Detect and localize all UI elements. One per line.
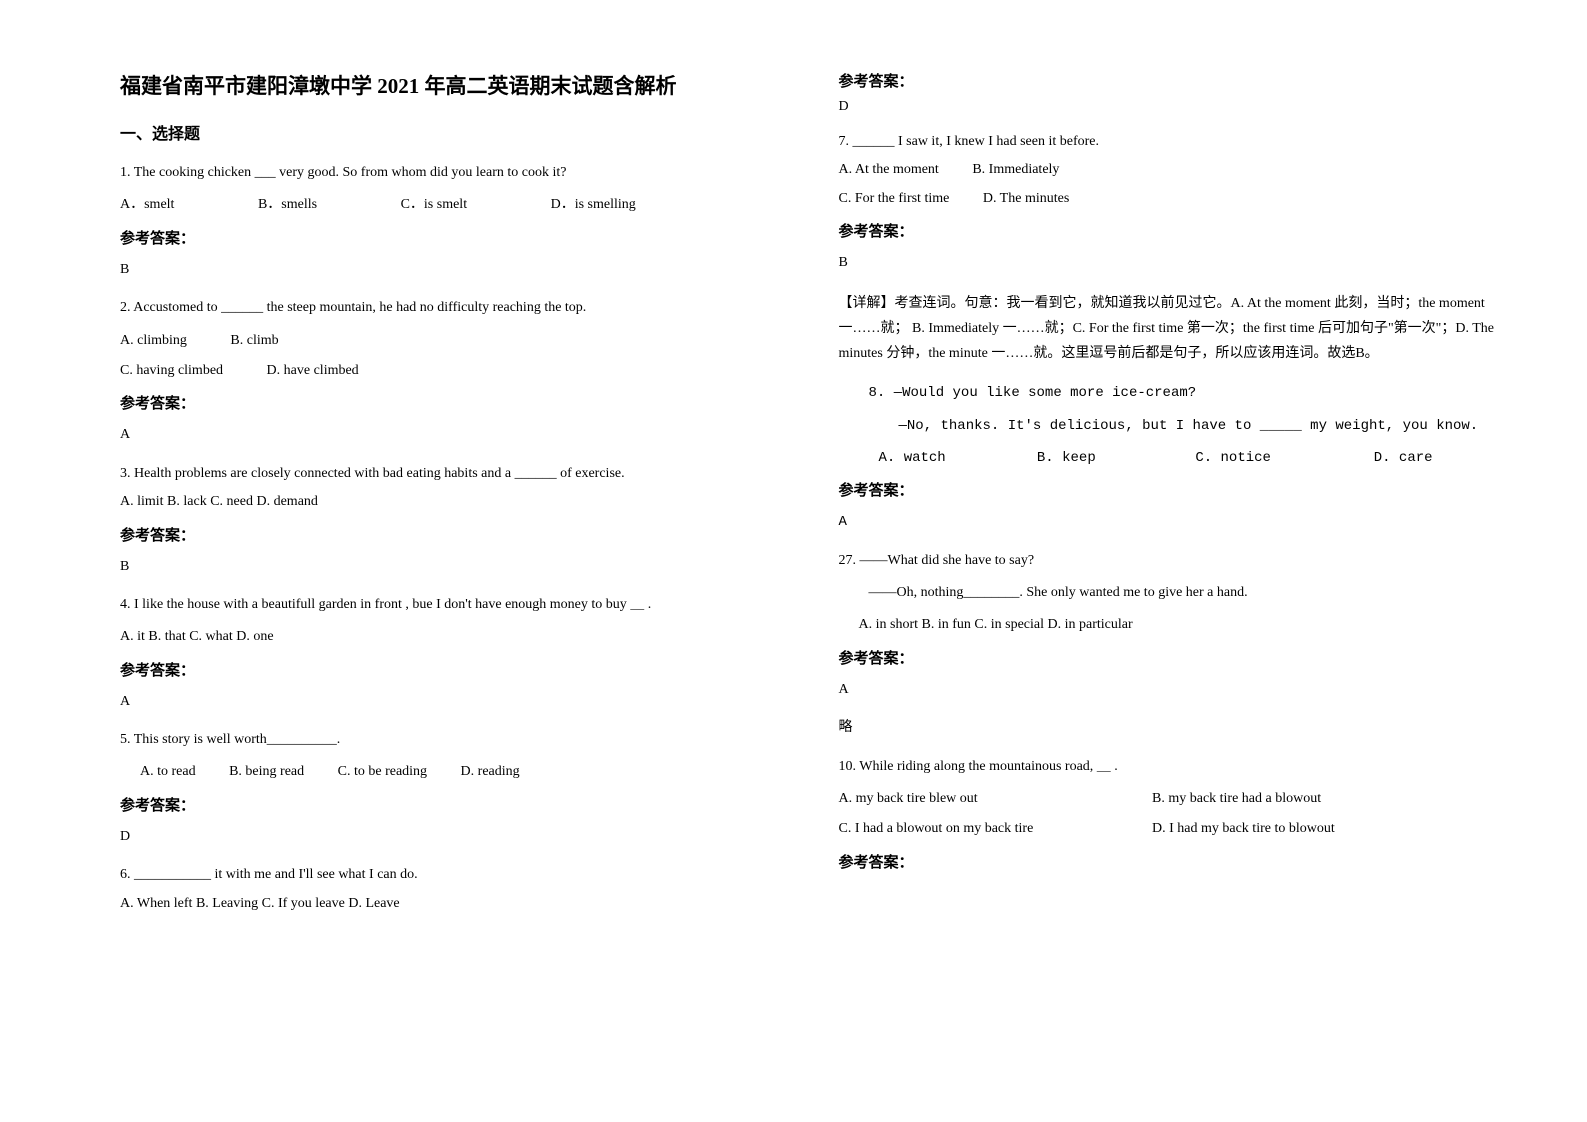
q8-opt-c: C. notice	[1195, 447, 1365, 469]
question-3: 3. Health problems are closely connected…	[120, 463, 799, 578]
answer-label: 参考答案：	[839, 70, 1518, 91]
question-8: 8. —Would you like some more ice-cream? …	[839, 382, 1518, 534]
q10-options-2: C. I had a blowout on my back tire D. I …	[839, 818, 1518, 840]
q5-options: A. to read B. being read C. to be readin…	[120, 761, 799, 783]
question-10: 10. While riding along the mountainous r…	[839, 756, 1518, 875]
q1-opt-c: C．is smelt	[401, 194, 468, 216]
document-title: 福建省南平市建阳漳墩中学 2021 年高二英语期末试题含解析	[120, 70, 799, 100]
right-column: 参考答案： D 7. ______ I saw it, I knew I had…	[819, 70, 1538, 1082]
q5-answer: D	[120, 826, 799, 848]
q2-text: 2. Accustomed to ______ the steep mounta…	[120, 297, 799, 319]
question-7: 7. ______ I saw it, I knew I had seen it…	[839, 131, 1518, 366]
q1-options: A．smelt B．smells C．is smelt D．is smellin…	[120, 194, 799, 216]
q27-text: 27. ——What did she have to say?	[839, 550, 1518, 572]
q4-text: 4. I like the house with a beautifull ga…	[120, 594, 799, 616]
q8-opt-b: B. keep	[1037, 447, 1187, 469]
answer-label: 参考答案：	[839, 851, 1518, 875]
q1-opt-a: A．smelt	[120, 194, 174, 216]
q8-answer: A	[839, 511, 1518, 533]
q8-text2: —No, thanks. It's delicious, but I have …	[839, 415, 1518, 437]
q5-opt-b: B. being read	[229, 761, 304, 783]
left-column: 福建省南平市建阳漳墩中学 2021 年高二英语期末试题含解析 一、选择题 1. …	[100, 70, 819, 1082]
q2-options-2: C. having climbed D. have climbed	[120, 360, 799, 382]
q27-extra: 略	[839, 717, 1518, 739]
q10-text: 10. While riding along the mountainous r…	[839, 756, 1518, 778]
q2-opt-a: A. climbing	[120, 330, 187, 352]
q2-options-1: A. climbing B. climb	[120, 330, 799, 352]
question-1: 1. The cooking chicken ___ very good. So…	[120, 162, 799, 281]
q7-text: 7. ______ I saw it, I knew I had seen it…	[839, 131, 1518, 153]
q4-answer: A	[120, 691, 799, 713]
section-header: 一、选择题	[120, 120, 799, 144]
answer-label: 参考答案：	[839, 647, 1518, 671]
q3-text: 3. Health problems are closely connected…	[120, 463, 799, 485]
question-5: 5. This story is well worth__________. A…	[120, 729, 799, 848]
q1-opt-d: D．is smelling	[551, 194, 636, 216]
q4-options: A. it B. that C. what D. one	[120, 626, 799, 648]
answer-label: 参考答案：	[120, 524, 799, 548]
q7-options-1: A. At the moment B. Immediately	[839, 159, 1518, 181]
q10-options-1: A. my back tire blew out B. my back tire…	[839, 788, 1518, 810]
q2-opt-b: B. climb	[230, 330, 278, 352]
q8-text: 8. —Would you like some more ice-cream?	[839, 382, 1518, 404]
q27-text2: ——Oh, nothing________. She only wanted m…	[839, 582, 1518, 604]
q27-options: A. in short B. in fun C. in special D. i…	[859, 614, 1518, 636]
q8-options: A. watch B. keep C. notice D. care	[839, 447, 1518, 469]
q5-opt-d: D. reading	[461, 761, 520, 783]
q10-opt-d: D. I had my back tire to blowout	[1152, 818, 1335, 840]
q3-answer: B	[120, 556, 799, 578]
q10-opt-c: C. I had a blowout on my back tire	[839, 818, 1109, 840]
answer-label: 参考答案：	[120, 227, 799, 251]
question-4: 4. I like the house with a beautifull ga…	[120, 594, 799, 713]
q5-text: 5. This story is well worth__________.	[120, 729, 799, 751]
q1-opt-b: B．smells	[258, 194, 317, 216]
q8-opt-a: A. watch	[879, 447, 1029, 469]
q7-explanation: 【详解】考查连词。句意：我一看到它，就知道我以前见过它。A. At the mo…	[839, 291, 1518, 367]
answer-label: 参考答案：	[120, 659, 799, 683]
q27-answer: A	[839, 679, 1518, 701]
question-27: 27. ——What did she have to say? ——Oh, no…	[839, 550, 1518, 740]
answer-label: 参考答案：	[839, 479, 1518, 503]
q1-text: 1. The cooking chicken ___ very good. So…	[120, 162, 799, 184]
q6-answer: D	[839, 99, 1518, 115]
q1-answer: B	[120, 259, 799, 281]
q7-options-2: C. For the first time D. The minutes	[839, 188, 1518, 210]
q5-opt-c: C. to be reading	[338, 761, 427, 783]
q7-opt-b: B. Immediately	[972, 159, 1059, 181]
q6-text: 6. ___________ it with me and I'll see w…	[120, 864, 799, 886]
q2-opt-c: C. having climbed	[120, 360, 223, 382]
answer-label: 参考答案：	[120, 794, 799, 818]
answer-label: 参考答案：	[839, 220, 1518, 244]
q5-opt-a: A. to read	[140, 761, 196, 783]
q7-opt-c: C. For the first time	[839, 188, 950, 210]
q7-opt-d: D. The minutes	[983, 188, 1069, 210]
q7-answer: B	[839, 252, 1518, 274]
question-6: 6. ___________ it with me and I'll see w…	[120, 864, 799, 915]
q8-opt-d: D. care	[1374, 450, 1433, 466]
q10-opt-a: A. my back tire blew out	[839, 788, 1109, 810]
q3-options: A. limit B. lack C. need D. demand	[120, 491, 799, 513]
answer-label: 参考答案：	[120, 392, 799, 416]
q2-answer: A	[120, 424, 799, 446]
question-2: 2. Accustomed to ______ the steep mounta…	[120, 297, 799, 447]
q2-opt-d: D. have climbed	[267, 360, 359, 382]
q6-options: A. When left B. Leaving C. If you leave …	[120, 893, 799, 915]
q10-opt-b: B. my back tire had a blowout	[1152, 788, 1321, 810]
q7-opt-a: A. At the moment	[839, 159, 939, 181]
